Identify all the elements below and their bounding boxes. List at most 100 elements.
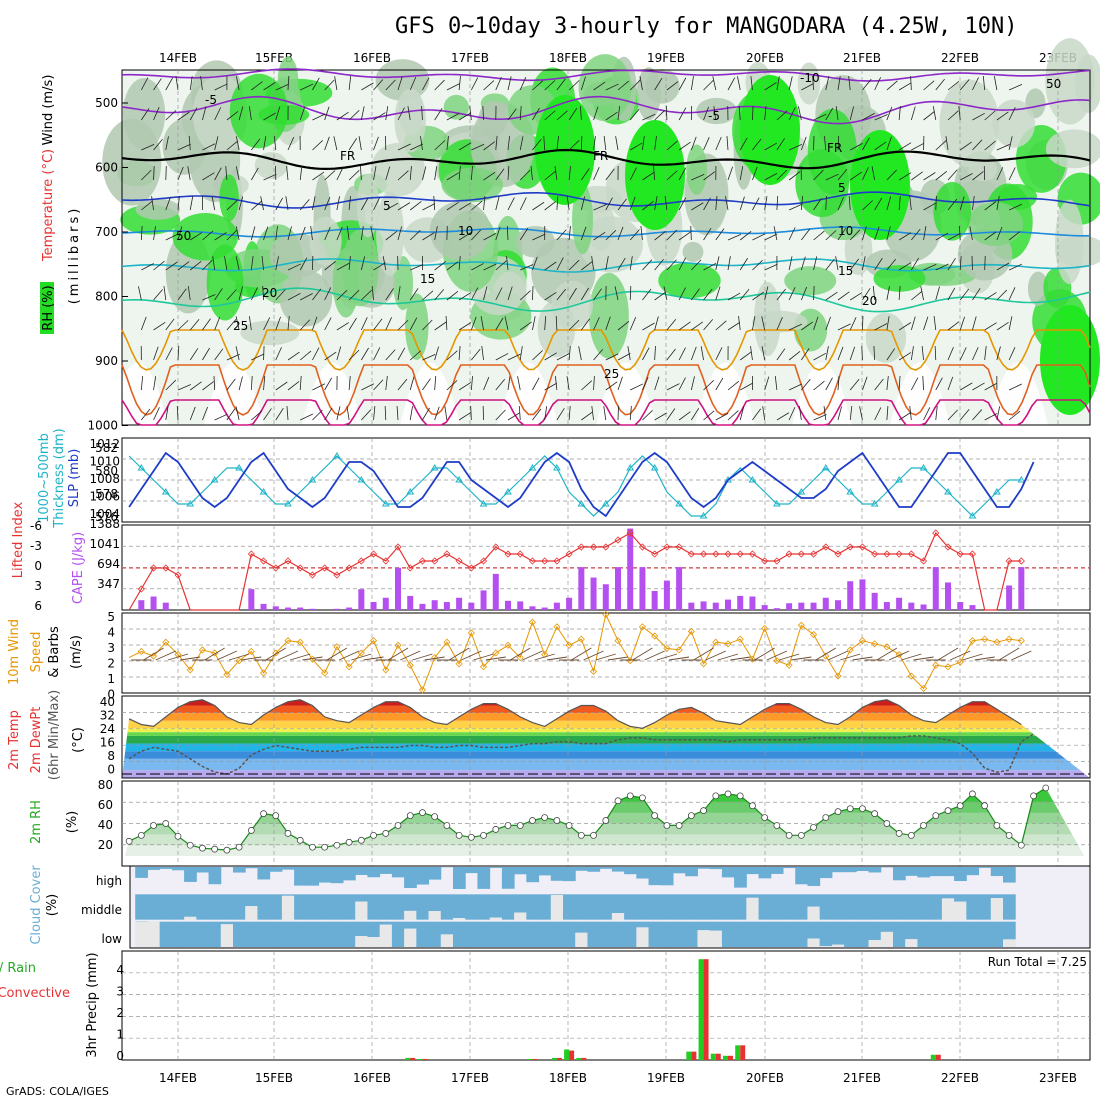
cloud-bar [526,894,539,919]
cloud-bar [563,867,576,881]
cloud-gap [1003,939,1016,947]
cloud-bar [539,894,552,919]
pressure-tick: 1000 [87,419,118,433]
temp-band [122,732,1090,736]
rh-marker [994,822,1000,828]
rh-band [122,822,1090,834]
wind-label-4: (m/s) [69,635,84,669]
cloud-bar [893,894,906,919]
cloud-bar [233,867,246,873]
wind-barb [618,406,619,420]
cloud-bar [966,922,979,947]
rh-contour-patch [258,105,309,125]
rh-marker [1043,785,1049,791]
cloud-bar [257,867,270,879]
cloud-gap [282,896,295,920]
cloud-bar [636,894,649,919]
precip-total-bar [417,1059,422,1060]
cloud-bar [636,922,649,928]
wind-speed-line [129,615,1021,690]
cloud-bar [832,894,845,919]
cloud-bar [587,922,600,947]
precip-total-bar [723,1056,728,1060]
cloud-bar [465,922,478,947]
rh-marker [481,832,487,838]
precip-convective-bar [728,1056,733,1060]
pressure-tick: 600 [95,161,118,175]
temperature-label: Temperature (°C) [41,149,56,262]
rh-marker [823,815,829,821]
rh-marker [945,808,951,814]
cloud-level-label: low [102,932,123,946]
cloud-bar [685,867,698,876]
cloud-bar [905,894,918,919]
cloud-bar [160,922,173,947]
cloud-bar [1003,922,1016,940]
cape-bar [248,589,254,610]
dewpt-label: 2m DewPt [29,707,44,774]
date-label-top: 18FEB [549,51,587,65]
rh-label: RH (%) [41,285,56,330]
cloud-bar [404,922,417,929]
rh-marker [224,847,230,853]
cloud-gap [612,913,625,920]
cloud-bar [209,867,222,884]
cloud-bar [697,867,710,869]
cloud-bar [270,894,283,919]
wind-tick: 3 [107,641,115,655]
rh-marker [884,820,890,826]
rh-marker [505,822,511,828]
cloud-bar [453,894,466,918]
rh-marker [126,838,132,844]
rh-marker [835,809,841,815]
cloud-bar [355,894,368,901]
wind-label-3: & Barbs [47,626,62,678]
cape-bar [432,600,438,610]
slp-tick: 1012 [89,437,120,451]
pressure-tick: 900 [95,354,118,368]
cloud-bar [392,922,405,947]
rh-marker [346,839,352,845]
cape-bar [811,603,817,610]
cape-bar [138,600,144,610]
precip-tick: 2 [116,1006,124,1020]
cape-bar [468,603,474,610]
cloud-gap [367,937,380,947]
cloud-gap [245,906,258,920]
precip-convective-bar [410,1058,415,1060]
cloud-gap [147,922,160,947]
cape-tick: 694 [97,557,120,571]
cloud-bar [930,894,943,919]
wind10m-frame [122,613,1090,693]
cape-bar [346,608,352,610]
cloud-bar [514,922,527,947]
precip-total-bar [552,1058,557,1060]
rh-tick: 60 [98,798,113,812]
temp-tick: 32 [100,709,115,723]
date-label-top: 16FEB [353,51,391,65]
lifted-index-line [129,533,1021,610]
li-tick: -3 [30,539,42,553]
cloud-bar [759,922,772,947]
contour-label: 50 [1046,77,1061,91]
cloud-bar [991,894,1004,898]
cloud-gap [355,936,368,947]
rh-marker [529,818,535,824]
cloud-bar [881,922,894,932]
date-label-bottom: 21FEB [843,1071,881,1085]
li-tick: 3 [34,579,42,593]
cloud-gap [905,939,918,947]
cloud-bar [917,894,930,919]
rh-marker [334,842,340,848]
cloud-bar [294,922,307,947]
precip-label-conv: Convective [0,986,70,1001]
cloud-gap [380,925,393,947]
cloud-bar [380,922,393,925]
rh-marker [138,832,144,838]
cloud-bar [380,867,393,874]
cape-bar [309,609,315,610]
cloud-bar [759,867,772,878]
cloud-bar [526,867,539,882]
cape-bar [444,602,450,610]
wind-barb [166,166,167,180]
